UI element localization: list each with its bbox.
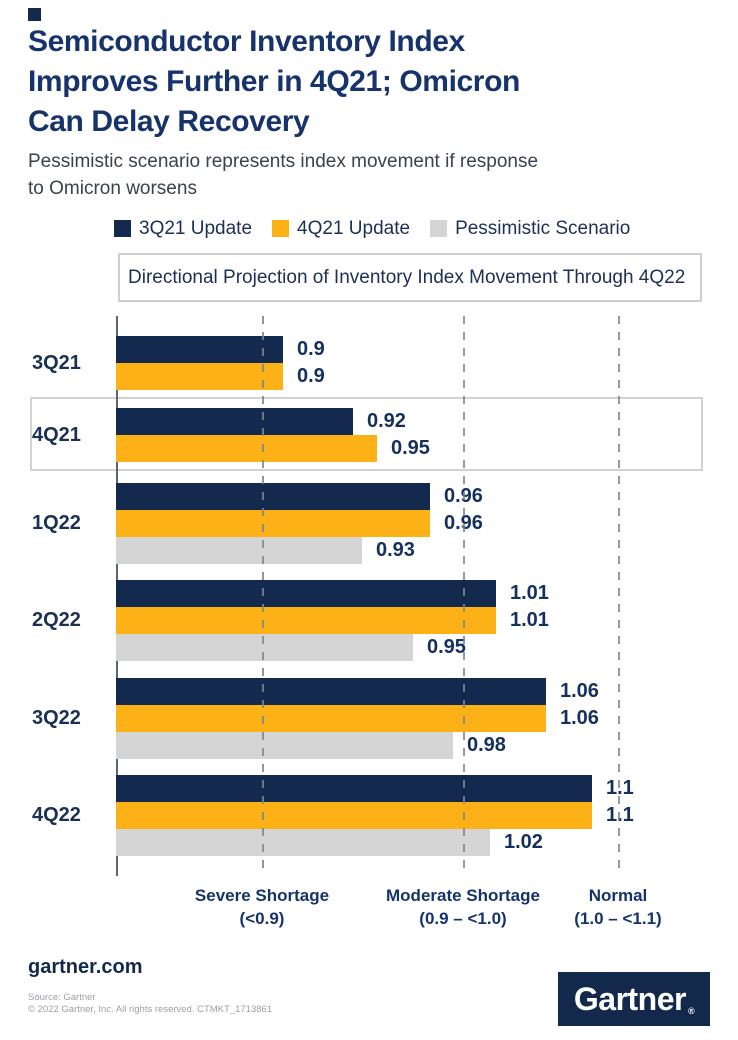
bar-1q22-series3 [116,537,362,564]
gridline [262,316,264,876]
legend-label: Pessimistic Scenario [455,218,631,239]
bar-value-label: 0.92 [367,410,406,432]
gridline [463,316,465,876]
gridline [618,316,620,876]
zone-label: Normal (1.0 – <1.1) [574,884,661,930]
bar-1q22-series1 [116,483,430,510]
category-label: 4Q21 [32,423,81,446]
bar-3q21-series2 [116,363,283,390]
legend-item: 4Q21 Update [272,219,410,238]
legend-item: 3Q21 Update [114,219,252,238]
callout-box: Directional Projection of Inventory Inde… [118,253,702,302]
bar-4q22-series3 [116,829,490,856]
category-label: 2Q22 [32,609,81,631]
bar-1q22-series2 [116,510,430,537]
page-title: Semiconductor Inventory Index Improves F… [28,22,728,142]
legend-swatch [272,220,290,237]
legend-label: 4Q21 Update [297,218,411,239]
bar-4q21-series2 [116,435,377,462]
bar-2q22-series1 [116,580,496,607]
axis-zone-labels: Severe Shortage (<0.9) Moderate Shortage (0… [30,884,706,934]
zone-range: (<0.9) [239,909,285,928]
zone-name: Severe Shortage [194,886,330,905]
category-label: 4Q22 [32,804,81,826]
bar-3q22-series2 [116,705,546,732]
bar-value-label: 1.01 [510,582,549,604]
bar-4q22-series1 [116,775,592,802]
bar-value-label: 0.95 [391,437,430,459]
bar-value-label: 0.95 [427,636,466,658]
brand-mark [28,8,41,21]
zone-range: (0.9 – <1.0) [419,909,507,928]
bar-3q22-series1 [116,678,546,705]
legend: 3Q21 Update 4Q21 Update Pessimistic Scenar… [114,219,630,238]
chart-subtitle: Pessimistic scenario represents index mo… [28,148,728,202]
gartner-logo: Gartner ® [558,972,710,1026]
source-note: Source: Gartner [28,992,96,1003]
category-row-2q22: 2Q22 1.01 1.01 0.95 [30,580,706,661]
title-line: Semiconductor Inventory Index [28,25,465,58]
zone-name: Normal [588,886,648,905]
bar-value-label: 1.06 [560,680,599,702]
category-label: 3Q21 [32,351,81,374]
bar-2q22-series3 [116,634,413,661]
gartner-url[interactable]: gartner.com [28,956,143,978]
bar-3q21-series1 [116,336,283,363]
title-line: Can Delay Recovery [28,105,310,138]
category-label: 1Q22 [32,512,81,534]
subtitle-line: Pessimistic scenario represents index mo… [28,151,539,172]
legend-label: 3Q21 Update [139,218,253,239]
zone-label: Severe Shortage (<0.9) [195,884,329,930]
bar-value-label: 1.02 [504,831,543,853]
bar-value-label: 1.06 [560,707,599,729]
zone-name: Moderate Shortage [386,886,540,905]
bar-value-label: 0.98 [467,734,506,756]
zone-label: Moderate Shortage (0.9 – <1.0) [386,884,540,930]
bar-value-label: 0.9 [297,365,325,387]
category-row-4q21: 4Q21 0.92 0.95 [30,408,706,462]
bar-value-label: 1.01 [510,609,549,631]
gartner-logo-text: Gartner [573,980,687,1017]
legend-swatch [114,220,131,237]
zone-range: (1.0 – <1.1) [574,909,662,928]
bar-4q22-series2 [116,802,592,829]
category-label: 3Q22 [32,707,81,729]
bar-2q22-series2 [116,607,496,634]
legend-item: Pessimistic Scenario [430,219,630,238]
bar-3q22-series3 [116,732,453,759]
bar-value-label: 0.93 [376,539,415,561]
registered-mark: ® [687,1006,695,1016]
title-line: Improves Further in 4Q21; Omicron [28,65,520,98]
callout-text: Directional Projection of Inventory Inde… [128,266,686,288]
subtitle-line: to Omicron worsens [28,178,197,199]
category-row-3q22: 3Q22 1.06 1.06 0.98 [30,678,706,759]
category-row-3q21: 3Q21 0.9 0.9 [30,336,706,390]
bar-value-label: 0.9 [297,338,325,360]
copyright-note: © 2022 Gartner, Inc. All rights reserved… [28,1004,273,1015]
legend-swatch [430,220,448,237]
bar-4q21-series1 [116,408,353,435]
